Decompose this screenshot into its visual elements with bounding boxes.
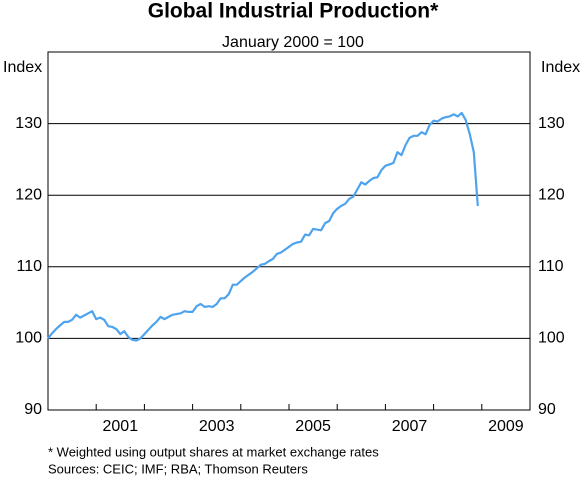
y2-tick-label: 90 bbox=[538, 401, 556, 418]
footnote: * Weighted using output shares at market… bbox=[48, 444, 379, 459]
y2-tick-label: 130 bbox=[538, 115, 565, 132]
y2-tick-label: 120 bbox=[538, 186, 565, 203]
y-tick-label: 130 bbox=[15, 115, 42, 132]
y-tick-label: 90 bbox=[24, 401, 42, 418]
chart-title: Global Industrial Production* bbox=[148, 0, 439, 23]
y2-tick-label: 110 bbox=[538, 258, 564, 275]
source-note: Sources: CEIC; IMF; RBA; Thomson Reuters bbox=[48, 461, 308, 476]
data-line bbox=[47, 111, 479, 342]
y-tick-label: 110 bbox=[16, 258, 42, 275]
x-tick-label: 2007 bbox=[392, 418, 428, 435]
x-tick-label: 2005 bbox=[295, 418, 331, 435]
y-axis-label: Index bbox=[3, 59, 42, 76]
x-tick-label: 2001 bbox=[103, 418, 139, 435]
plot-frame bbox=[47, 51, 531, 411]
y2-axis-label: Index bbox=[541, 59, 580, 76]
x-tick-label: 2009 bbox=[488, 418, 524, 435]
y2-tick-label: 100 bbox=[538, 330, 565, 347]
y-tick-label: 100 bbox=[15, 330, 42, 347]
y-tick-label: 120 bbox=[15, 186, 42, 203]
chart-subtitle: January 2000 = 100 bbox=[222, 34, 364, 51]
x-tick-label: 2003 bbox=[199, 418, 235, 435]
